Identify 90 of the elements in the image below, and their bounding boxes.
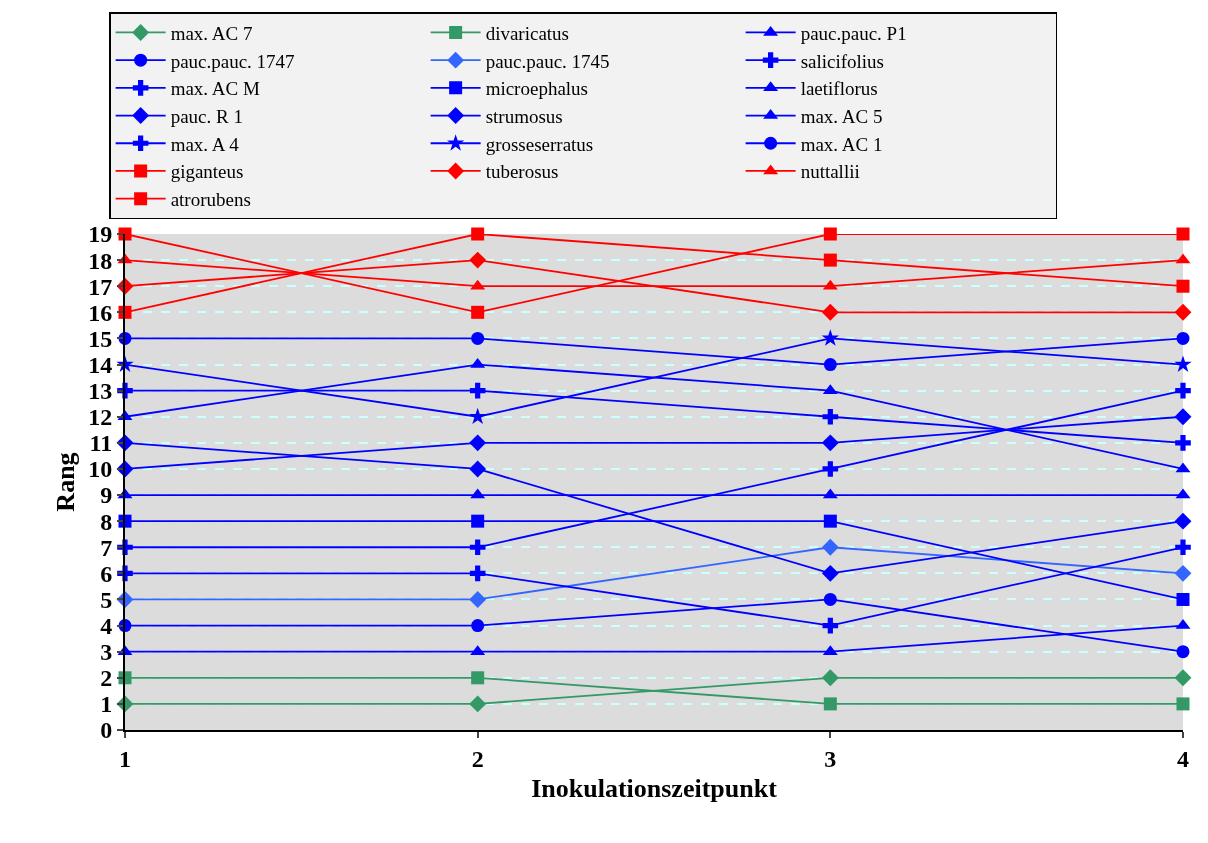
legend-label: max. A 4: [170, 133, 240, 155]
y-tick-label: 15: [88, 325, 113, 352]
point: [823, 514, 837, 528]
point: [1176, 331, 1190, 345]
y-tick-label: 16: [88, 299, 113, 326]
x-tick-label: 2: [471, 745, 484, 772]
point: [822, 617, 839, 634]
legend-label: max. AC 1: [800, 133, 883, 155]
legend-label: strumosus: [485, 105, 563, 127]
legend-label: nuttallii: [800, 161, 860, 183]
y-tick-label: 17: [88, 273, 113, 300]
y-tick-label: 14: [88, 351, 113, 378]
y-tick-label: 9: [100, 482, 113, 509]
legend-label: tuberosus: [485, 161, 559, 183]
y-tick-label: 12: [88, 404, 113, 431]
legend-label: divaricatus: [485, 22, 569, 44]
point: [469, 591, 487, 608]
point: [1176, 592, 1190, 606]
point: [1176, 645, 1190, 659]
point: [1175, 539, 1191, 556]
point: [471, 619, 485, 633]
point: [471, 671, 485, 685]
x-tick-label: 4: [1177, 745, 1189, 772]
point: [823, 227, 837, 241]
point: [1174, 408, 1192, 426]
point: [823, 358, 837, 372]
y-tick-label: 3: [100, 639, 113, 666]
point: [1174, 303, 1192, 321]
point: [471, 305, 485, 319]
legend-label: pauc.pauc. 1747: [170, 50, 295, 72]
point: [469, 565, 486, 582]
point: [469, 460, 487, 478]
legend-label: pauc.pauc. P1: [800, 22, 907, 44]
y-tick-label: 2: [100, 665, 113, 692]
point: [822, 408, 839, 425]
y-tick-label: 18: [88, 247, 113, 274]
y-tick-label: 8: [100, 508, 113, 535]
x-tick-label: 3: [824, 745, 837, 772]
point: [471, 227, 485, 241]
x-tick-label: 1: [119, 745, 131, 772]
y-tick-label: 19: [88, 221, 113, 248]
y-tick-label: 6: [100, 560, 113, 587]
point: [821, 434, 839, 452]
point: [821, 329, 839, 346]
point: [821, 538, 839, 556]
y-tick-label: 10: [88, 456, 113, 483]
point: [469, 382, 486, 399]
legend-label: atrorubens: [170, 189, 251, 211]
point: [1175, 382, 1191, 399]
legend-label: salicifolius: [800, 50, 885, 72]
legend-label: max. AC 5: [800, 105, 883, 127]
point: [471, 514, 485, 528]
point: [821, 303, 839, 321]
y-tick-label: 5: [100, 586, 113, 613]
point: [469, 539, 486, 556]
point: [821, 669, 839, 687]
x-axis-title: Inokulationszeitpunkt: [531, 774, 778, 803]
point: [471, 331, 485, 345]
y-tick-label: 11: [89, 430, 113, 457]
y-tick-label: 1: [100, 691, 113, 718]
point: [822, 461, 839, 477]
point: [1175, 435, 1191, 451]
legend-label: max. AC M: [170, 78, 260, 100]
point: [469, 407, 487, 425]
y-tick-label: 13: [88, 378, 113, 405]
point: [821, 564, 839, 582]
legend-label: laetiflorus: [800, 78, 878, 100]
legend-label: max. AC 7: [170, 22, 253, 44]
point: [469, 434, 487, 452]
point: [1174, 564, 1192, 582]
legend-label: microephalus: [485, 78, 588, 100]
y-tick-label: 4: [100, 612, 113, 639]
legend-label: pauc.pauc. 1745: [485, 50, 610, 72]
point: [823, 697, 837, 711]
point: [823, 253, 837, 267]
point: [1176, 697, 1190, 711]
point: [1174, 512, 1192, 530]
point: [469, 251, 487, 269]
legend-label: pauc. R 1: [170, 105, 243, 127]
legend-label: grosseserratus: [485, 133, 594, 155]
y-tick-label: 0: [100, 717, 113, 744]
point: [1176, 227, 1190, 241]
point: [469, 695, 487, 713]
point: [1174, 669, 1192, 687]
y-tick-label: 7: [100, 534, 113, 561]
point: [823, 592, 837, 606]
point: [1176, 279, 1190, 293]
legend-label: giganteus: [170, 161, 244, 183]
point: [1174, 355, 1192, 372]
y-axis-title: Rang: [51, 452, 81, 512]
